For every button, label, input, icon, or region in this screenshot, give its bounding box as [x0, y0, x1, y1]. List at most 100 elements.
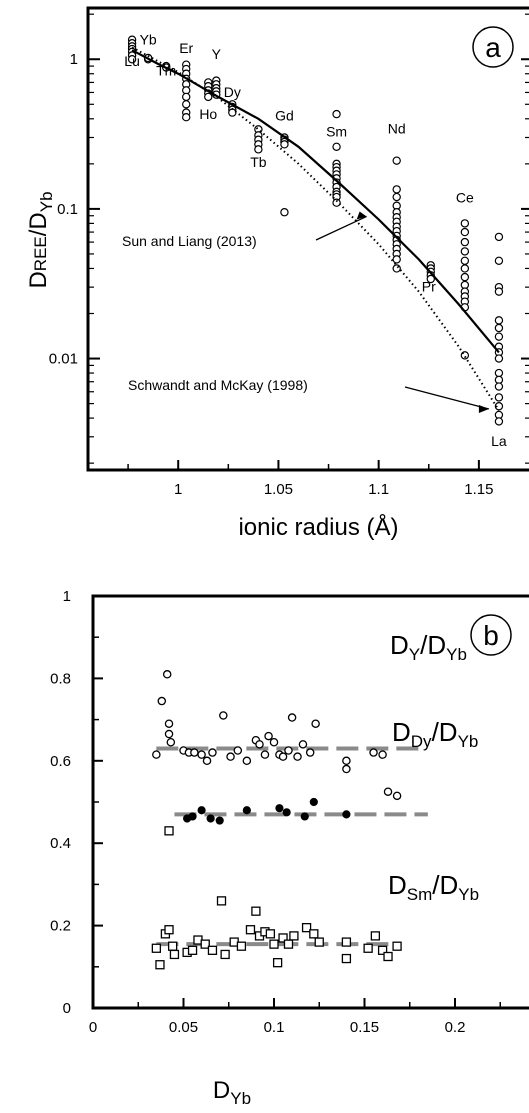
data-point — [190, 748, 199, 757]
data-point — [342, 756, 351, 766]
data-point — [494, 316, 504, 325]
element-label: Ho — [199, 106, 217, 122]
panel-letter: b — [483, 620, 499, 651]
data-point — [155, 960, 165, 970]
y-tick-label: 0.4 — [50, 835, 71, 852]
element-label: Sm — [326, 123, 347, 139]
data-point — [233, 746, 243, 755]
data-point — [460, 256, 470, 265]
data-point — [494, 332, 504, 341]
data-point — [127, 55, 137, 64]
element-label: Yb — [140, 32, 157, 48]
data-point — [494, 232, 504, 242]
data-point — [392, 185, 401, 194]
data-point — [383, 787, 393, 796]
data-point — [494, 287, 504, 296]
x-tick-label: 0.15 — [350, 1019, 379, 1036]
data-point — [169, 949, 180, 960]
data-point — [341, 953, 352, 964]
data-point — [494, 256, 504, 265]
data-point — [282, 808, 291, 817]
data-point — [251, 906, 261, 916]
panel-letter: a — [485, 32, 501, 63]
data-point — [264, 731, 273, 741]
data-point — [460, 227, 470, 237]
data-point — [164, 826, 174, 836]
y-tick-label: 1 — [63, 588, 71, 605]
data-point — [208, 748, 217, 757]
data-point — [164, 729, 174, 739]
panel-b: 0 0.05 0.1 0.15 0.2 0 0.2 0.4 0.6 0.8 1 DY/DYb DDy/D… — [50, 588, 529, 1036]
element-label: Ce — [456, 190, 474, 206]
element-label: Er — [179, 40, 193, 56]
data-point — [287, 713, 297, 722]
element-label: Nd — [388, 120, 406, 136]
data-point — [494, 368, 504, 378]
data-point — [260, 750, 270, 759]
data-point — [265, 929, 276, 939]
x-tick-label: 0.05 — [169, 1019, 198, 1036]
data-point — [207, 945, 218, 955]
panel-a-frame — [86, 6, 529, 472]
data-point — [188, 812, 197, 821]
data-point — [278, 933, 288, 943]
data-point — [220, 949, 230, 960]
element-label: Tm — [156, 62, 176, 78]
data-point — [305, 748, 315, 757]
x-tick-label: 1 — [174, 481, 182, 498]
data-point — [332, 109, 341, 119]
x-tick-label: 1.05 — [264, 481, 293, 498]
data-point — [200, 939, 210, 949]
data-point — [460, 264, 470, 273]
data-point — [314, 937, 324, 947]
y-tick-label: 0.8 — [50, 670, 71, 687]
annotation-schwandt-mckay: Schwandt and McKay (1998) — [128, 377, 308, 393]
data-point — [280, 140, 289, 149]
y-tick-label: 0.1 — [57, 201, 78, 218]
data-point — [377, 945, 388, 955]
data-point — [298, 740, 308, 749]
data-point — [167, 941, 178, 951]
y-tick-label: 1 — [70, 51, 78, 68]
data-point — [341, 937, 352, 947]
data-point — [151, 943, 162, 953]
data-point — [204, 92, 213, 102]
data-point — [392, 156, 401, 165]
data-point — [460, 247, 470, 256]
data-point — [301, 923, 312, 933]
element-label: Lu — [124, 53, 140, 69]
data-point — [187, 945, 198, 955]
data-point — [182, 112, 191, 122]
data-point — [269, 738, 279, 747]
data-point — [392, 791, 402, 801]
x-tick-label: 1.1 — [368, 481, 389, 498]
data-point — [242, 756, 252, 766]
arrowhead — [478, 405, 489, 414]
x-tick-label: 1.15 — [464, 481, 493, 498]
data-point — [242, 806, 251, 815]
data-point — [392, 264, 401, 273]
data-point — [182, 100, 191, 109]
data-point — [280, 208, 289, 217]
x-axis-title: ionic radius (Å) — [238, 513, 398, 541]
data-point — [378, 750, 387, 759]
panel-a: 1 1.05 1.1 1.15 1 0.1 0.01 ionic radius (Å) DREE… — [25, 6, 529, 541]
y-tick-label: 0.2 — [50, 918, 71, 935]
data-point — [236, 941, 247, 951]
data-point — [255, 740, 264, 749]
data-point — [494, 323, 504, 333]
x-tick-label: 0.2 — [445, 1019, 466, 1036]
data-point — [293, 752, 302, 761]
data-point — [272, 958, 283, 968]
data-point — [392, 941, 402, 951]
data-point — [494, 382, 504, 391]
x-tick-label: 0.1 — [264, 1019, 285, 1036]
data-point — [215, 816, 224, 825]
data-point — [284, 746, 293, 755]
arrowhead — [356, 211, 367, 220]
y-axis-title: DREE/DYb — [25, 191, 56, 288]
sun-liang-curve — [131, 49, 500, 354]
data-point — [342, 764, 351, 774]
data-point — [460, 219, 470, 228]
